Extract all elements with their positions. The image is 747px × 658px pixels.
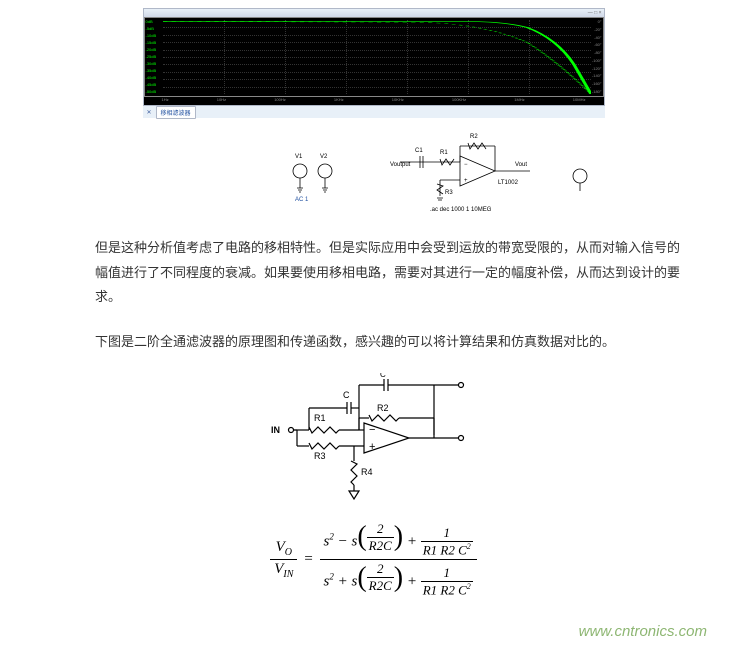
svg-text:V2: V2 xyxy=(320,154,328,160)
paragraph-1: 但是这种分析值考虑了电路的移相特性。但是实际应用中会受到运放的带宽受限的，从而对… xyxy=(95,236,687,310)
y-label: -30dB xyxy=(146,62,162,66)
svg-text:LT1002: LT1002 xyxy=(498,180,519,186)
svg-text:−: − xyxy=(464,162,468,168)
svg-text:C: C xyxy=(380,373,386,379)
close-icon: ✕ xyxy=(147,109,152,116)
sim-yaxis-right: 0° -20° -40° -60° -80° -100° -120° -140°… xyxy=(591,18,603,96)
eq-vin: VIN xyxy=(274,561,293,577)
sim-window: — □ × 0dB -5dB -10dB -15dB -20dB -25dB -… xyxy=(143,8,605,106)
y-label: -15dB xyxy=(146,41,162,45)
svg-text:Voutput: Voutput xyxy=(390,162,411,168)
y2-label: -120° xyxy=(592,67,602,71)
x-label: 10MHz xyxy=(573,97,586,105)
svg-text:R1: R1 xyxy=(440,150,448,156)
y2-label: -180° xyxy=(592,90,602,94)
y-label: -50dB xyxy=(146,90,162,94)
sim-plot: 0dB -5dB -10dB -15dB -20dB -25dB -30dB -… xyxy=(144,17,604,97)
sim-yaxis-left: 0dB -5dB -10dB -15dB -20dB -25dB -30dB -… xyxy=(145,18,163,96)
y-label: -20dB xyxy=(146,48,162,52)
sim-titlebar: — □ × xyxy=(144,9,604,17)
x-label: 10KHz xyxy=(392,97,404,105)
x-label: 1MHz xyxy=(514,97,524,105)
svg-text:R3: R3 xyxy=(314,451,326,461)
y-label: -40dB xyxy=(146,76,162,80)
svg-text:AC 1: AC 1 xyxy=(295,197,309,203)
svg-text:−: − xyxy=(369,424,375,436)
watermark: www.cntronics.com xyxy=(579,623,707,640)
svg-text:R2: R2 xyxy=(377,403,389,413)
eq-vo: VO xyxy=(276,539,292,555)
y-label: -35dB xyxy=(146,69,162,73)
x-label: 1KHz xyxy=(334,97,344,105)
x-label: 100KHz xyxy=(452,97,466,105)
y2-label: -160° xyxy=(592,82,602,86)
window-controls-icon: — □ × xyxy=(588,10,602,16)
y2-label: -20° xyxy=(592,28,602,32)
y2-label: -100° xyxy=(592,59,602,63)
svg-text:R3: R3 xyxy=(445,190,453,196)
y-label: -5dB xyxy=(146,27,162,31)
transfer-function-equation: VO VIN = s2 − s(2R2C) + 1R1 R2 C2 s2 + s… xyxy=(234,521,514,599)
circuit1-schematic: V1 V2 − + C1 R2 xyxy=(280,126,620,216)
paragraph-2: 下图是二阶全通滤波器的原理图和传递函数，感兴趣的可以将计算结果和仿真数据对比的。 xyxy=(95,330,687,355)
y2-label: -40° xyxy=(592,36,602,40)
y2-label: -60° xyxy=(592,43,602,47)
svg-text:R1: R1 xyxy=(314,413,326,423)
x-label: 100Hz xyxy=(274,97,286,105)
y-label: -10dB xyxy=(146,34,162,38)
svg-text:+: + xyxy=(464,178,468,184)
x-label: 10Hz xyxy=(217,97,226,105)
svg-text:+: + xyxy=(369,441,375,453)
y-label: -25dB xyxy=(146,55,162,59)
svg-text:V1: V1 xyxy=(295,154,303,160)
svg-text:Vout: Vout xyxy=(515,162,527,168)
eq-equals: = xyxy=(303,551,313,568)
svg-text:R4: R4 xyxy=(361,467,373,477)
sim-bottombar: ✕ 移相滤波器 xyxy=(143,106,605,118)
svg-text:R2: R2 xyxy=(470,134,478,140)
simulation-screenshot: — □ × 0dB -5dB -10dB -15dB -20dB -25dB -… xyxy=(143,8,605,118)
svg-text:C1: C1 xyxy=(415,148,423,154)
y-label: 0dB xyxy=(146,20,162,24)
circuit2-schematic: IN R1 C C xyxy=(269,373,479,503)
y2-label: -140° xyxy=(592,74,602,78)
svg-text:.ac dec 1000 1 10MEG: .ac dec 1000 1 10MEG xyxy=(430,207,492,213)
sim-curve xyxy=(163,20,591,94)
y2-label: 0° xyxy=(592,20,602,24)
svg-text:IN: IN xyxy=(271,425,280,435)
y-label: -45dB xyxy=(146,83,162,87)
x-label: 1Hz xyxy=(162,97,169,105)
sim-tab: 移相滤波器 xyxy=(156,106,196,119)
y2-label: -80° xyxy=(592,51,602,55)
svg-text:C: C xyxy=(343,390,350,400)
sim-xaxis: 1Hz 10Hz 100Hz 1KHz 10KHz 100KHz 1MHz 10… xyxy=(144,97,604,105)
